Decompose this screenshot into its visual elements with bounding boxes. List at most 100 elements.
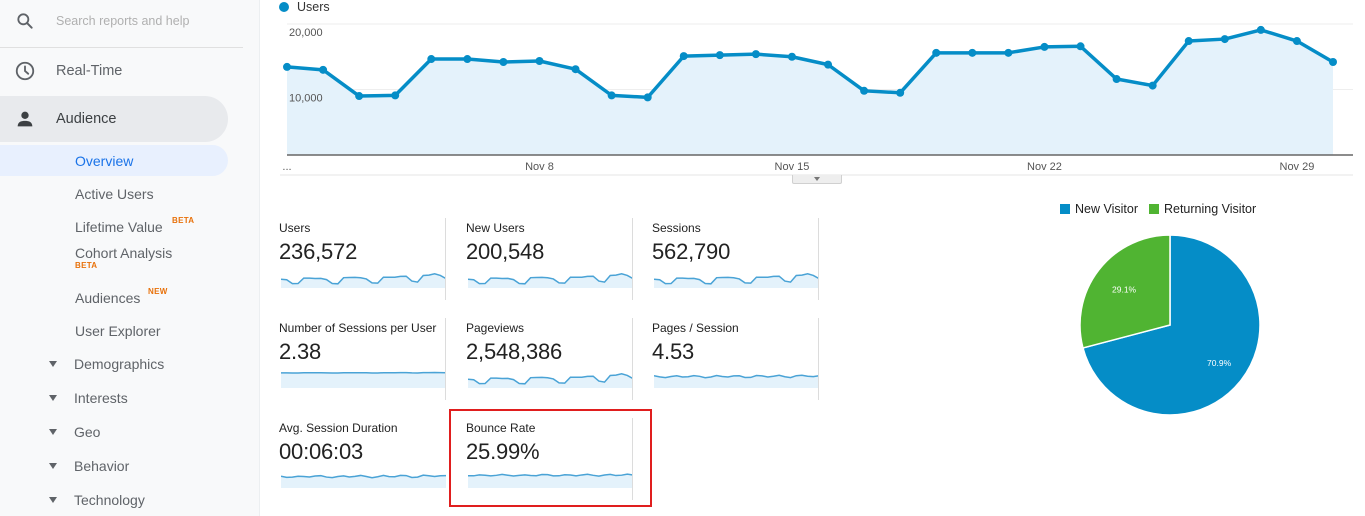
new-visitor-swatch-icon <box>1060 204 1070 214</box>
svg-text:10,000: 10,000 <box>289 93 323 105</box>
pie-slice-returning-visitor[interactable] <box>1079 234 1171 349</box>
sidebar-item-lifetime-value[interactable]: Lifetime Value BETA <box>0 212 228 242</box>
metric-card-bounce-rate[interactable]: Bounce Rate 25.99% <box>447 410 633 500</box>
pie-slice-label: 70.9% <box>1207 358 1232 368</box>
metric-label: Pages / Session <box>652 321 739 335</box>
metric-sparkline <box>654 374 819 388</box>
beta-badge: BETA <box>172 216 195 225</box>
sidebar-item-overview[interactable]: Overview <box>0 145 228 176</box>
card-divider <box>632 318 633 400</box>
sidebar-item-label: Interests <box>74 390 128 406</box>
svg-text:Nov 8: Nov 8 <box>525 161 554 173</box>
metric-card-number-of-sessions-per-user[interactable]: Number of Sessions per User 2.38 <box>260 310 446 400</box>
visitor-pie-chart[interactable]: 70.9% 29.1% <box>1075 230 1265 420</box>
users-legend-dot-icon <box>279 2 289 12</box>
metric-sparkline <box>468 273 633 288</box>
metric-card-pageviews[interactable]: Pageviews 2,548,386 <box>447 310 633 400</box>
metric-value: 562,790 <box>652 239 731 264</box>
svg-text:Nov 29: Nov 29 <box>1280 161 1315 173</box>
svg-text:Nov 22: Nov 22 <box>1027 161 1062 173</box>
sidebar-item-real-time[interactable]: Real-Time <box>0 49 228 93</box>
sidebar-item-technology[interactable]: Technology <box>0 487 228 515</box>
search-input[interactable] <box>56 12 236 30</box>
metric-card-sessions[interactable]: Sessions 562,790 <box>633 210 819 300</box>
metric-card-avg-session-duration[interactable]: Avg. Session Duration 00:06:03 <box>260 410 446 492</box>
metric-label: Pageviews <box>466 321 525 335</box>
legend-label: Users <box>297 0 330 14</box>
metric-card-users[interactable]: Users 236,572 <box>260 210 446 300</box>
metric-value: 2.38 <box>279 339 322 364</box>
chart-legend[interactable]: Users <box>279 0 330 14</box>
sidebar-item-audience[interactable]: Audience <box>0 96 228 142</box>
sidebar-item-label: Technology <box>74 492 145 508</box>
sidebar-item-label: Audiences <box>75 290 141 306</box>
sidebar-item-geo[interactable]: Geo <box>0 419 228 447</box>
metric-sparkline <box>281 371 446 388</box>
legend-label: Returning Visitor <box>1163 202 1257 216</box>
metric-label: Users <box>279 221 311 235</box>
main-content: 20,000 10,000... Nov 8 Nov 15 Nov 22 Nov 29 U… <box>260 0 1365 516</box>
sidebar-item-label: Active Users <box>75 186 154 202</box>
pie-slice-label: 29.1% <box>1112 285 1137 295</box>
sidebar-item-audiences[interactable]: Audiences NEW <box>0 283 228 313</box>
metric-card-pages-session[interactable]: Pages / Session 4.53 <box>633 310 819 400</box>
sidebar-item-demographics[interactable]: Demographics <box>0 351 228 379</box>
new-badge: NEW <box>148 287 168 296</box>
legend-item-returning-visitor[interactable]: Returning Visitor <box>1148 202 1257 216</box>
sidebar-item-label: Behavior <box>74 458 130 474</box>
expand-triangle-icon[interactable] <box>49 497 57 503</box>
metric-value: 00:06:03 <box>279 439 364 464</box>
expand-triangle-icon[interactable] <box>49 395 57 401</box>
sidebar-item-label: Demographics <box>74 356 165 372</box>
sidebar-item-interests[interactable]: Interests <box>0 385 228 413</box>
metric-value: 4.53 <box>652 339 695 364</box>
sidebar-item-label: Real-Time <box>56 63 123 79</box>
card-divider <box>818 218 819 300</box>
metric-value: 25.99% <box>466 439 540 464</box>
expand-triangle-icon[interactable] <box>49 429 57 435</box>
sidebar-item-label: Cohort Analysis <box>75 245 173 261</box>
card-divider <box>445 218 446 300</box>
metric-label: Bounce Rate <box>466 421 536 435</box>
metric-card-new-users[interactable]: New Users 200,548 <box>447 210 633 300</box>
sidebar-item-user-explorer[interactable]: User Explorer <box>0 316 228 346</box>
svg-text:Nov 15: Nov 15 <box>775 161 810 173</box>
legend-item-new-visitor[interactable]: New Visitor <box>1060 202 1138 216</box>
clock-icon <box>15 61 35 81</box>
metric-sparkline <box>468 473 633 488</box>
sidebar-item-active-users[interactable]: Active Users <box>0 179 228 209</box>
card-divider <box>445 318 446 400</box>
metric-label: Avg. Session Duration <box>279 421 398 435</box>
bounce-rate-highlight <box>449 409 652 507</box>
sidebar-item-label: Lifetime Value <box>75 219 163 235</box>
metric-label: Sessions <box>652 221 701 235</box>
sidebar-item-label: Geo <box>74 424 101 440</box>
chart-collapse-handle[interactable] <box>792 175 842 184</box>
sidebar-item-label: Audience <box>56 111 117 127</box>
beta-badge: BETA <box>75 261 98 270</box>
sidebar-item-label: Overview <box>75 153 134 169</box>
person-icon <box>17 111 33 127</box>
returning-visitor-swatch-icon <box>1148 204 1159 214</box>
metric-value: 200,548 <box>466 239 545 264</box>
expand-triangle-icon[interactable] <box>49 463 57 469</box>
legend-label: New Visitor <box>1075 202 1138 216</box>
metric-value: 236,572 <box>279 239 358 264</box>
metric-sparkline <box>468 373 633 388</box>
expand-triangle-icon[interactable] <box>49 361 57 367</box>
sidebar-item-cohort-analysis[interactable]: Cohort Analysis BETA <box>0 238 228 272</box>
sidebar-item-behavior[interactable]: Behavior <box>0 453 228 481</box>
pie-slice-new-visitor[interactable] <box>1082 234 1261 416</box>
metric-value: 2,548,386 <box>466 339 563 364</box>
users-line-chart[interactable]: 20,000 10,000... Nov 8 Nov 15 Nov 22 Nov 29 <box>260 0 1365 190</box>
svg-text:...: ... <box>282 161 291 173</box>
search-bar <box>0 0 243 48</box>
svg-text:20,000: 20,000 <box>289 27 323 39</box>
sidebar: Real-Time Audience Overview Active Users… <box>0 0 260 516</box>
card-divider <box>632 418 633 500</box>
sidebar-item-label: User Explorer <box>75 323 161 339</box>
search-icon[interactable] <box>15 11 35 31</box>
metric-sparkline <box>281 273 446 288</box>
card-divider <box>818 318 819 400</box>
